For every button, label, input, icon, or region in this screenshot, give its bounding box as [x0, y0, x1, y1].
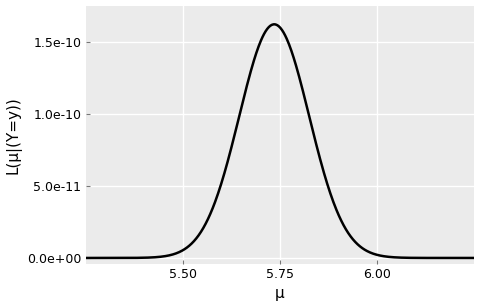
X-axis label: μ: μ [275, 286, 285, 301]
Y-axis label: L(μ|(Y=y)): L(μ|(Y=y)) [6, 96, 22, 173]
